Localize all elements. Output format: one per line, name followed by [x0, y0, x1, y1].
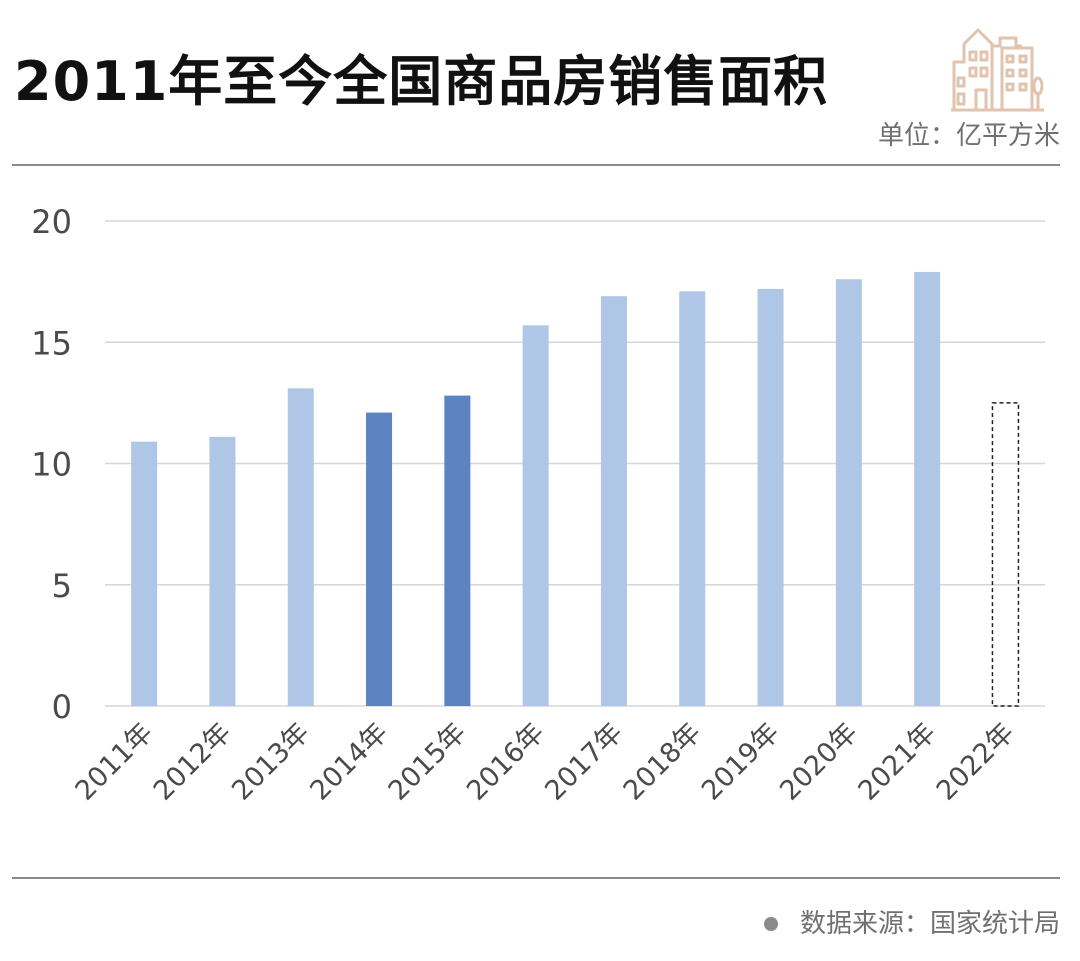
y-tick-label: 0: [52, 688, 72, 726]
bar-8: [757, 288, 784, 706]
page-title: 2011年至今全国商品房销售面积: [14, 50, 829, 113]
x-tick-label: 2015年: [383, 717, 473, 807]
x-tick-label: 2014年: [304, 717, 394, 807]
header-divider: [12, 164, 1060, 166]
bars: [131, 271, 1020, 707]
bar-5: [522, 325, 549, 706]
x-tick-label: 2013年: [226, 717, 316, 807]
y-tick-label: 15: [31, 324, 72, 362]
x-tick-label: 2020年: [774, 717, 864, 807]
x-tick-label: 2012年: [148, 717, 238, 807]
y-axis-ticks: 0 5 10 15 20: [31, 203, 72, 726]
x-axis-ticks: 2011年2012年2013年2014年2015年2016年2017年2018年…: [69, 717, 1020, 807]
y-tick-label: 10: [31, 446, 72, 484]
x-tick-label: 2021年: [852, 717, 942, 807]
bullet-dot-icon: [763, 917, 778, 931]
x-tick-label: 2016年: [461, 717, 551, 807]
bar-9: [835, 279, 862, 706]
x-tick-label: 2019年: [696, 717, 786, 807]
bar-6: [600, 296, 627, 706]
source-note: 数据来源：国家统计局: [763, 904, 1060, 944]
bar-3: [366, 412, 393, 706]
source-text: 数据来源：国家统计局: [799, 909, 1060, 939]
x-tick-label: 2018年: [618, 717, 708, 807]
bar-2: [287, 388, 314, 706]
x-tick-label: 2022年: [931, 717, 1021, 807]
y-tick-label: 5: [52, 567, 72, 605]
unit-label: 单位：亿平方米: [877, 121, 1060, 151]
y-tick-label: 20: [31, 203, 72, 241]
bar-4: [444, 395, 471, 706]
grid-lines: [105, 220, 1045, 707]
buildings-icon: [951, 28, 1044, 112]
footer-divider: [12, 877, 1060, 879]
bar-11: [991, 402, 1020, 707]
x-tick-label: 2011年: [69, 717, 159, 807]
x-tick-label: 2017年: [539, 717, 629, 807]
bar-7: [679, 291, 706, 706]
bar-1: [209, 436, 236, 706]
bar-0: [131, 441, 158, 706]
bar-10: [914, 271, 941, 706]
